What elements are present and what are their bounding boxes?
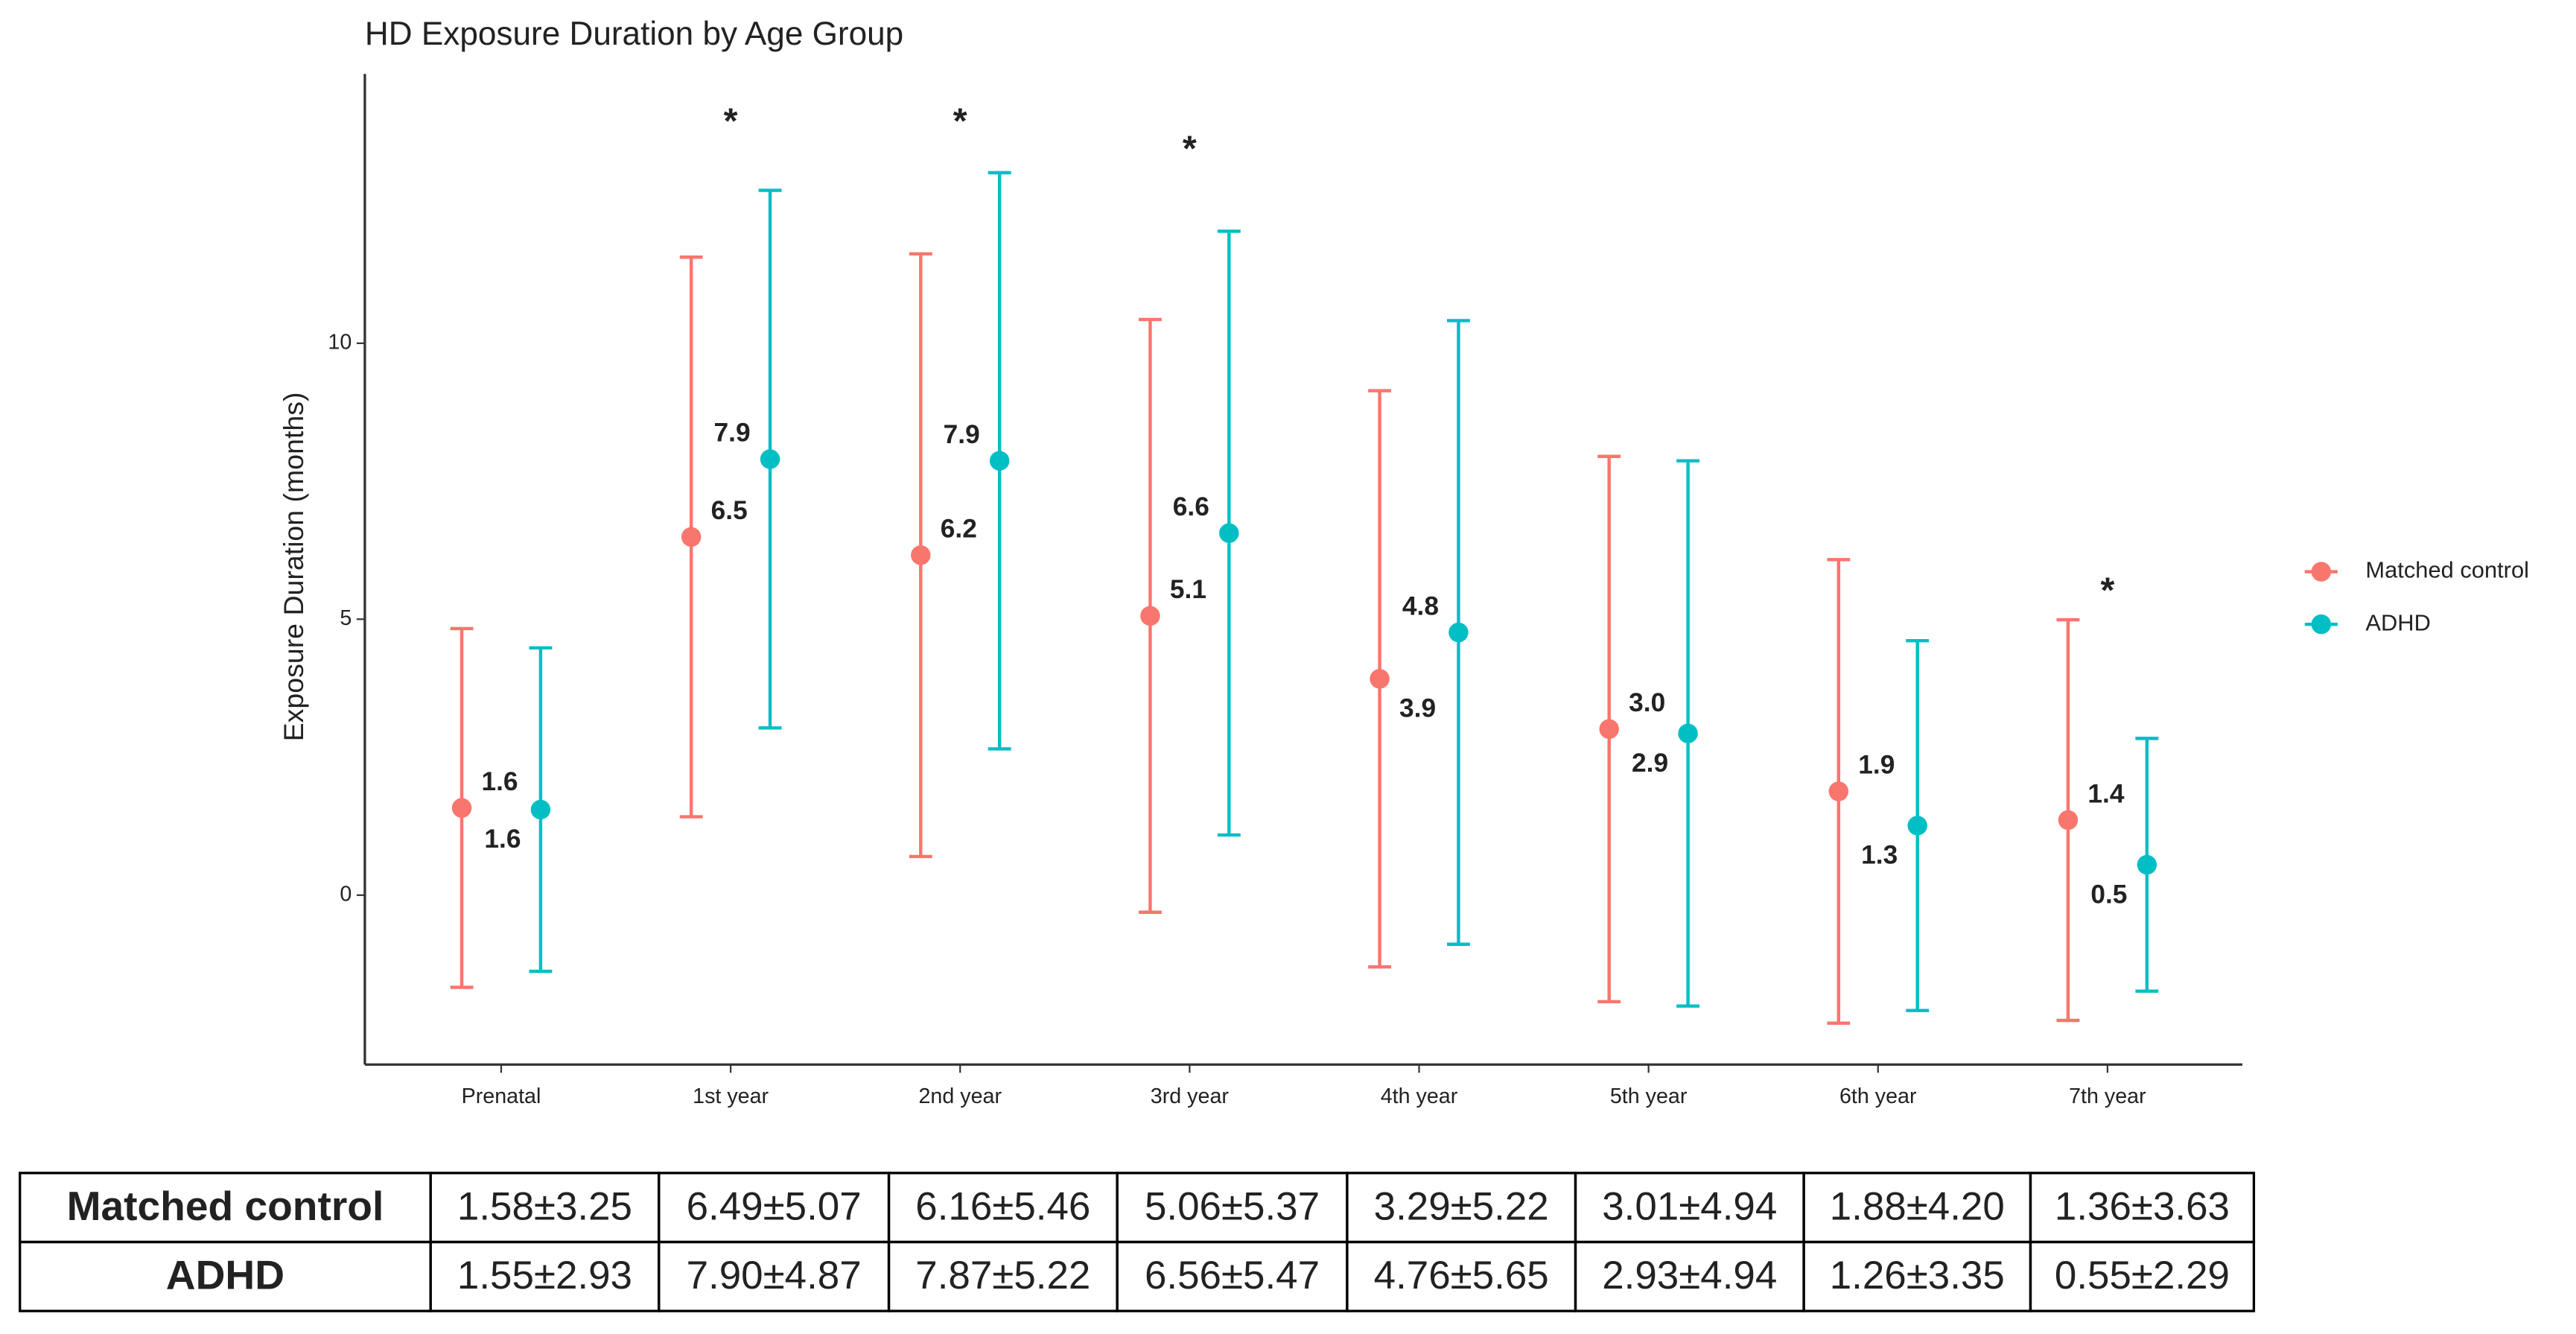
y-tick-label: 0 <box>340 882 352 906</box>
chart-title: HD Exposure Duration by Age Group <box>365 16 903 52</box>
legend-label: Matched control <box>2365 557 2529 583</box>
x-tick-label: 5th year <box>1610 1084 1688 1108</box>
point <box>1907 816 1927 836</box>
x-tick-label: 4th year <box>1381 1084 1458 1108</box>
data-label: 6.6 <box>1173 492 1209 521</box>
row-header: Matched control <box>67 1183 384 1229</box>
point <box>760 449 780 469</box>
data-label: 1.9 <box>1858 751 1895 780</box>
point <box>989 451 1010 471</box>
table-value: 1.26±3.35 <box>1830 1254 2005 1298</box>
table-value: 1.58±3.25 <box>457 1184 632 1228</box>
point <box>1599 719 1619 740</box>
point <box>2137 854 2157 875</box>
data-label: 4.8 <box>1402 591 1439 620</box>
x-tick-label: 3rd year <box>1151 1084 1230 1108</box>
legend-label: ADHD <box>2365 609 2430 635</box>
table-value: 2.93±4.94 <box>1602 1254 1777 1298</box>
point <box>1370 669 1390 689</box>
data-label: 1.6 <box>484 825 521 854</box>
y-tick-label: 5 <box>340 606 352 630</box>
x-tick-label: Prenatal <box>462 1084 541 1108</box>
table-value: 4.76±5.65 <box>1374 1254 1549 1298</box>
table-value: 6.16±5.46 <box>915 1184 1090 1228</box>
data-label: 2.9 <box>1632 749 1668 778</box>
table-value: 6.49±5.07 <box>687 1184 862 1228</box>
data-label: 6.2 <box>941 515 977 544</box>
significance-marker: * <box>1183 129 1197 169</box>
point <box>530 799 551 820</box>
significance-marker: * <box>2100 570 2114 610</box>
x-tick-label: 2nd year <box>918 1084 1002 1108</box>
x-tick-label: 1st year <box>693 1084 769 1108</box>
table-value: 0.55±2.29 <box>2055 1254 2230 1298</box>
data-label: 0.5 <box>2090 880 2127 909</box>
table-value: 7.87±5.22 <box>915 1254 1090 1298</box>
data-label: 1.6 <box>482 767 518 796</box>
table-value: 6.56±5.47 <box>1145 1254 1320 1298</box>
row-header: ADHD <box>166 1252 284 1298</box>
point <box>1448 622 1469 643</box>
data-label: 6.5 <box>711 496 748 525</box>
x-tick-label: 7th year <box>2069 1084 2146 1108</box>
table-value: 7.90±4.87 <box>687 1254 862 1298</box>
data-label: 5.1 <box>1170 575 1206 604</box>
table-value: 3.29±5.22 <box>1374 1184 1549 1228</box>
y-tick-label: 10 <box>328 330 352 354</box>
table-value: 3.01±4.94 <box>1602 1184 1777 1228</box>
point <box>451 798 472 818</box>
y-axis-label: Exposure Duration (months) <box>278 393 309 742</box>
data-label: 7.9 <box>714 419 751 448</box>
table-value: 5.06±5.37 <box>1145 1184 1320 1228</box>
table-value: 1.88±4.20 <box>1830 1184 2005 1228</box>
x-tick-label: 6th year <box>1839 1084 1917 1108</box>
data-label: 3.0 <box>1629 688 1665 717</box>
point <box>1140 606 1160 626</box>
table-value: 1.36±3.63 <box>2055 1184 2230 1228</box>
significance-marker: * <box>724 101 738 142</box>
point <box>1828 781 1849 801</box>
data-label: 1.4 <box>2087 779 2124 808</box>
significance-marker: * <box>953 101 967 142</box>
data-label: 7.9 <box>944 420 980 449</box>
point <box>2058 810 2079 830</box>
legend-key <box>2311 614 2332 635</box>
data-label: 1.3 <box>1861 841 1898 870</box>
point <box>1678 723 1698 743</box>
table-cell <box>2029 1240 2256 1312</box>
point <box>911 545 931 565</box>
point <box>1219 523 1239 543</box>
legend-key <box>2311 562 2332 582</box>
point <box>681 527 702 547</box>
table-value: 1.55±2.93 <box>457 1254 632 1298</box>
data-label: 3.9 <box>1399 694 1436 723</box>
